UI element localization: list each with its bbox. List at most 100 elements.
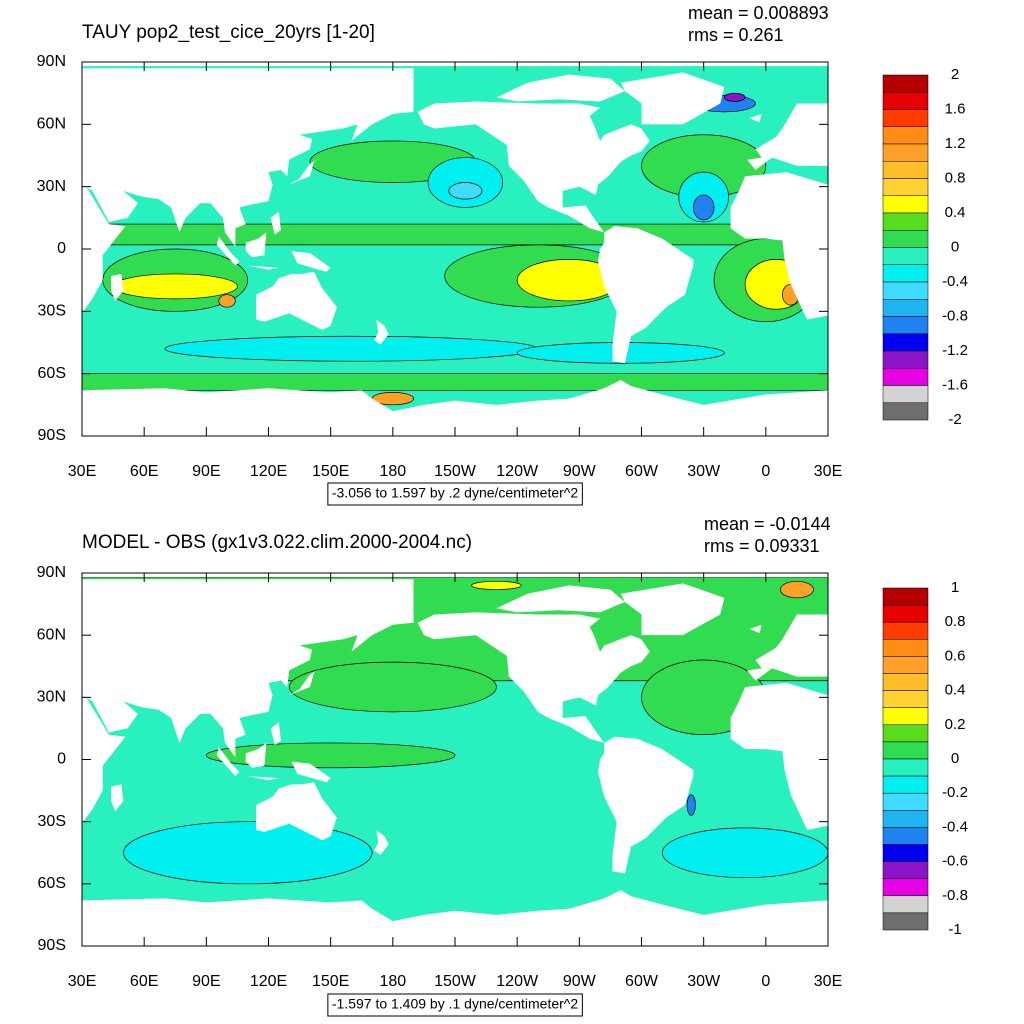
- colorbar-label: 0.8: [945, 613, 966, 630]
- colorbar-box: [882, 264, 929, 283]
- colorbar-box: [882, 844, 929, 862]
- x-tick-label: 90W: [563, 463, 597, 480]
- x-tick-label: 180: [379, 463, 406, 480]
- y-tick-label: 90S: [38, 427, 66, 444]
- chart-title: MODEL - OBS (gx1v3.022.clim.2000-2004.nc…: [82, 532, 472, 553]
- map-field: [82, 62, 828, 436]
- colorbar-box: [882, 178, 929, 196]
- x-tick-label: 150E: [312, 973, 349, 990]
- y-tick-label: 30S: [38, 813, 66, 830]
- info-box: [327, 482, 583, 506]
- colorbar-label: -2: [948, 411, 961, 428]
- colorbar-box: [882, 639, 929, 657]
- x-tick-label: 30E: [68, 463, 96, 480]
- info-box: [327, 993, 583, 1017]
- colorbar-label: 0: [951, 238, 959, 255]
- y-tick-label: 90N: [37, 53, 66, 70]
- colorbar-box: [882, 741, 929, 760]
- y-tick-label: 30N: [37, 689, 66, 706]
- x-tick-label: 90E: [192, 973, 220, 990]
- colorbar-box: [882, 690, 929, 708]
- x-tick-label: 60W: [625, 463, 659, 480]
- x-tick-label: 30E: [68, 973, 96, 990]
- x-tick-label: 30E: [814, 973, 842, 990]
- colorbar-box: [882, 861, 929, 879]
- y-tick-label: 60N: [37, 116, 66, 133]
- colorbar-label: 0.4: [945, 204, 966, 221]
- x-tick-label: 30W: [687, 973, 721, 990]
- colorbar-label: -0.8: [942, 887, 968, 904]
- x-tick-label: 150W: [434, 463, 477, 480]
- colorbar-box: [882, 212, 929, 231]
- colorbar-box: [882, 143, 929, 162]
- colorbar-label: 0.6: [945, 647, 966, 664]
- colorbar-box: [882, 621, 929, 640]
- colorbar-box: [882, 109, 929, 127]
- map-field: [82, 573, 828, 946]
- colorbar-label: -0.8: [942, 307, 968, 324]
- x-tick-label: 150W: [434, 973, 477, 990]
- x-tick-label: 150E: [312, 463, 349, 480]
- colorbar-box: [882, 912, 929, 931]
- colorbar-box: [882, 74, 929, 93]
- colorbar-box: [882, 92, 929, 110]
- colorbar-box: [882, 195, 929, 214]
- colorbar-label: -0.2: [942, 784, 968, 801]
- colorbar-label: -1: [948, 921, 961, 938]
- colorbar-box: [882, 368, 929, 386]
- y-tick-label: 60S: [38, 875, 66, 892]
- y-tick-label: 60N: [37, 626, 66, 643]
- colorbar-label: -0.6: [942, 853, 968, 870]
- x-tick-label: 90W: [563, 973, 597, 990]
- colorbar-label: 0: [951, 750, 959, 767]
- mean-label: mean = -0.0144: [704, 514, 831, 534]
- colorbar-label: 2: [951, 66, 959, 83]
- colorbar-box: [882, 673, 929, 691]
- rms-label: rms = 0.09331: [704, 536, 820, 556]
- y-tick-label: 60S: [38, 365, 66, 382]
- colorbar-box: [882, 604, 929, 623]
- colorbar-box: [882, 350, 929, 369]
- colorbar-box: [882, 707, 929, 726]
- y-tick-label: 0: [57, 751, 66, 768]
- colorbar-box: [882, 656, 929, 674]
- y-tick-label: 30S: [38, 303, 66, 320]
- mean-label: mean = 0.008893: [688, 3, 829, 23]
- x-tick-label: 120E: [250, 463, 287, 480]
- colorbar-box: [882, 333, 929, 352]
- colorbar-label: 1.2: [945, 135, 966, 152]
- x-tick-label: 120W: [496, 463, 539, 480]
- x-tick-label: 60E: [130, 973, 158, 990]
- colorbar-box: [882, 299, 929, 317]
- x-tick-label: 60W: [625, 973, 659, 990]
- colorbar-box: [882, 402, 929, 421]
- y-tick-label: 0: [57, 240, 66, 257]
- colorbar-label: -1.6: [942, 376, 968, 393]
- colorbar-box: [882, 316, 929, 334]
- colorbar-box: [882, 724, 929, 743]
- colorbar-box: [882, 587, 929, 606]
- colorbar-label: 0.2: [945, 716, 966, 733]
- colorbar-label: 0.8: [945, 169, 966, 186]
- x-tick-label: 30E: [814, 463, 842, 480]
- colorbar-label: 0.4: [945, 682, 966, 699]
- colorbar-box: [882, 878, 929, 897]
- x-tick-label: 120W: [496, 973, 539, 990]
- colorbar-box: [882, 758, 929, 777]
- x-tick-label: 0: [761, 463, 770, 480]
- info-label: -3.056 to 1.597 by .2 dyne/centimeter^2: [332, 485, 578, 501]
- x-tick-label: 180: [379, 973, 406, 990]
- y-tick-label: 90S: [38, 937, 66, 954]
- x-tick-label: 90E: [192, 463, 220, 480]
- colorbar-box: [882, 126, 929, 145]
- colorbar-label: -0.4: [942, 273, 968, 290]
- rms-label: rms = 0.261: [688, 25, 784, 45]
- colorbar-box: [882, 281, 929, 300]
- colorbar-label: 1: [951, 579, 959, 596]
- colorbar-box: [882, 810, 929, 828]
- info-label: -1.597 to 1.409 by .1 dyne/centimeter^2: [332, 996, 578, 1012]
- x-tick-label: 60E: [130, 463, 158, 480]
- colorbar-box: [882, 161, 929, 179]
